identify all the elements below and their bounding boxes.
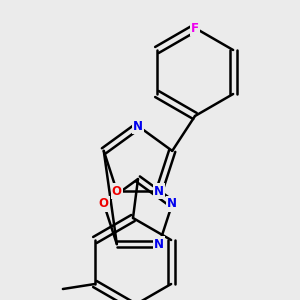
Text: N: N bbox=[154, 238, 164, 250]
Text: O: O bbox=[99, 197, 109, 210]
Text: O: O bbox=[112, 184, 122, 198]
Text: N: N bbox=[167, 197, 177, 210]
Text: N: N bbox=[154, 184, 164, 198]
Text: F: F bbox=[191, 22, 199, 34]
Text: N: N bbox=[133, 119, 143, 133]
